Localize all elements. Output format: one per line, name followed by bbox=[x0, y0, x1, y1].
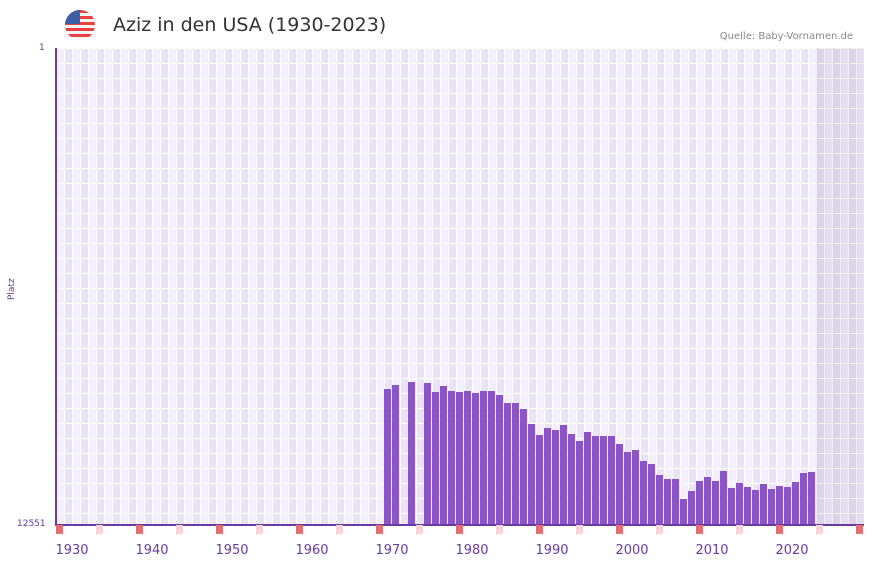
year-marker bbox=[856, 525, 863, 534]
bar-2022[interactable] bbox=[808, 471, 815, 524]
year-marker bbox=[56, 525, 63, 534]
bar-1969[interactable] bbox=[384, 389, 391, 524]
year-marker bbox=[736, 525, 743, 534]
bar-1999[interactable] bbox=[624, 451, 631, 524]
us-flag-icon bbox=[65, 10, 95, 40]
y-tick-top: 1 bbox=[39, 43, 45, 53]
y-axis-label: Platz bbox=[7, 278, 17, 300]
bar-1987[interactable] bbox=[528, 423, 535, 524]
x-tick-label: 2020 bbox=[775, 543, 809, 558]
bar-1992[interactable] bbox=[568, 434, 575, 524]
bar-1990[interactable] bbox=[552, 429, 559, 524]
bar-1976[interactable] bbox=[440, 386, 447, 524]
bar-2010[interactable] bbox=[712, 480, 719, 524]
bar-2021[interactable] bbox=[800, 472, 807, 524]
bar-2008[interactable] bbox=[696, 480, 703, 524]
bar-2014[interactable] bbox=[744, 486, 751, 524]
bar-2019[interactable] bbox=[784, 486, 791, 524]
x-tick-label: 1990 bbox=[535, 543, 569, 558]
bar-2002[interactable] bbox=[648, 463, 655, 524]
bar-2011[interactable] bbox=[720, 470, 727, 524]
x-tick-label: 1930 bbox=[55, 543, 89, 558]
bar-2018[interactable] bbox=[776, 485, 783, 524]
x-tick-label: 2010 bbox=[695, 543, 729, 558]
bar-2001[interactable] bbox=[640, 460, 647, 524]
future-shaded-region bbox=[816, 48, 864, 524]
year-marker bbox=[296, 525, 303, 534]
bar-1986[interactable] bbox=[520, 409, 527, 524]
bar-1977[interactable] bbox=[448, 391, 455, 524]
x-tick-label: 1980 bbox=[455, 543, 489, 558]
year-marker bbox=[256, 525, 263, 534]
source-label: Quelle: Baby-Vornamen.de bbox=[719, 31, 853, 42]
year-marker bbox=[536, 525, 543, 534]
bar-1972[interactable] bbox=[408, 382, 415, 524]
bar-2004[interactable] bbox=[664, 478, 671, 524]
bar-2017[interactable] bbox=[768, 488, 775, 524]
bar-1974[interactable] bbox=[424, 383, 431, 524]
y-axis-line bbox=[55, 48, 57, 525]
bar-1970[interactable] bbox=[392, 385, 399, 524]
x-tick-label: 1940 bbox=[135, 543, 169, 558]
year-marker bbox=[496, 525, 503, 534]
x-tick-label: 1960 bbox=[295, 543, 329, 558]
bar-2009[interactable] bbox=[704, 476, 711, 524]
plot-area bbox=[56, 48, 864, 524]
bar-2000[interactable] bbox=[632, 449, 639, 524]
x-tick-label: 2000 bbox=[615, 543, 649, 558]
year-marker bbox=[656, 525, 663, 534]
bar-1982[interactable] bbox=[488, 391, 495, 524]
year-marker bbox=[376, 525, 383, 534]
bar-2003[interactable] bbox=[656, 474, 663, 524]
bar-2020[interactable] bbox=[792, 481, 799, 524]
x-tick-label: 1950 bbox=[215, 543, 249, 558]
bar-1995[interactable] bbox=[592, 435, 599, 524]
bar-1981[interactable] bbox=[480, 391, 487, 524]
year-marker bbox=[176, 525, 183, 534]
bar-2012[interactable] bbox=[728, 487, 735, 524]
year-marker bbox=[216, 525, 223, 534]
year-marker bbox=[696, 525, 703, 534]
bar-1978[interactable] bbox=[456, 392, 463, 524]
bar-2013[interactable] bbox=[736, 482, 743, 524]
year-marker bbox=[96, 525, 103, 534]
x-axis-line bbox=[55, 524, 864, 526]
chart-title: Aziz in den USA (1930-2023) bbox=[113, 14, 387, 36]
bar-1993[interactable] bbox=[576, 440, 583, 524]
bar-2005[interactable] bbox=[672, 478, 679, 524]
year-marker bbox=[136, 525, 143, 534]
bar-1979[interactable] bbox=[464, 391, 471, 524]
x-tick-label: 1970 bbox=[375, 543, 409, 558]
year-marker bbox=[456, 525, 463, 534]
bar-1997[interactable] bbox=[608, 435, 615, 524]
bar-2006[interactable] bbox=[680, 498, 687, 524]
bar-1988[interactable] bbox=[536, 434, 543, 524]
bar-1984[interactable] bbox=[504, 403, 511, 524]
y-tick-bottom: 12551 bbox=[17, 519, 46, 529]
year-marker bbox=[416, 525, 423, 534]
bar-1996[interactable] bbox=[600, 435, 607, 524]
bar-2015[interactable] bbox=[752, 489, 759, 524]
bar-2007[interactable] bbox=[688, 490, 695, 524]
bar-1975[interactable] bbox=[432, 392, 439, 524]
year-marker bbox=[616, 525, 623, 534]
bar-2016[interactable] bbox=[760, 483, 767, 524]
bar-1994[interactable] bbox=[584, 432, 591, 524]
year-marker bbox=[576, 525, 583, 534]
bar-1998[interactable] bbox=[616, 443, 623, 524]
year-marker bbox=[776, 525, 783, 534]
bar-1991[interactable] bbox=[560, 425, 567, 524]
bar-1980[interactable] bbox=[472, 393, 479, 524]
bar-1985[interactable] bbox=[512, 403, 519, 524]
year-marker bbox=[336, 525, 343, 534]
year-marker bbox=[816, 525, 823, 534]
bar-1989[interactable] bbox=[544, 428, 551, 524]
bar-1983[interactable] bbox=[496, 395, 503, 524]
